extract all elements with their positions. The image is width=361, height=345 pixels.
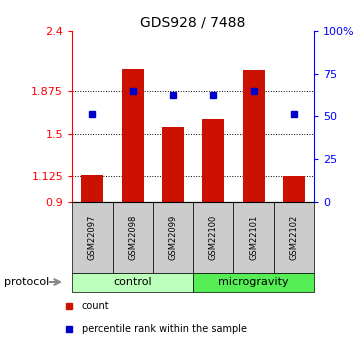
- Bar: [243, 70, 265, 202]
- Bar: [202, 119, 225, 202]
- Text: GSM22097: GSM22097: [88, 215, 97, 260]
- Bar: [113, 202, 153, 273]
- Text: microgravity: microgravity: [218, 277, 289, 287]
- Text: control: control: [113, 277, 152, 287]
- Bar: [162, 127, 184, 202]
- Bar: [274, 202, 314, 273]
- Title: GDS928 / 7488: GDS928 / 7488: [140, 16, 246, 30]
- Text: percentile rank within the sample: percentile rank within the sample: [82, 324, 247, 334]
- Bar: [193, 273, 314, 292]
- Bar: [234, 202, 274, 273]
- Bar: [81, 175, 104, 202]
- Text: GSM22100: GSM22100: [209, 215, 218, 260]
- Text: GSM22101: GSM22101: [249, 215, 258, 260]
- Text: count: count: [82, 300, 109, 310]
- Text: GSM22099: GSM22099: [169, 215, 178, 260]
- Text: GSM22102: GSM22102: [290, 215, 299, 260]
- Text: GSM22098: GSM22098: [128, 215, 137, 260]
- Bar: [283, 176, 305, 202]
- Bar: [153, 202, 193, 273]
- Bar: [72, 202, 113, 273]
- Bar: [122, 69, 144, 202]
- Bar: [193, 202, 234, 273]
- Bar: [72, 273, 193, 292]
- Text: protocol: protocol: [4, 277, 49, 287]
